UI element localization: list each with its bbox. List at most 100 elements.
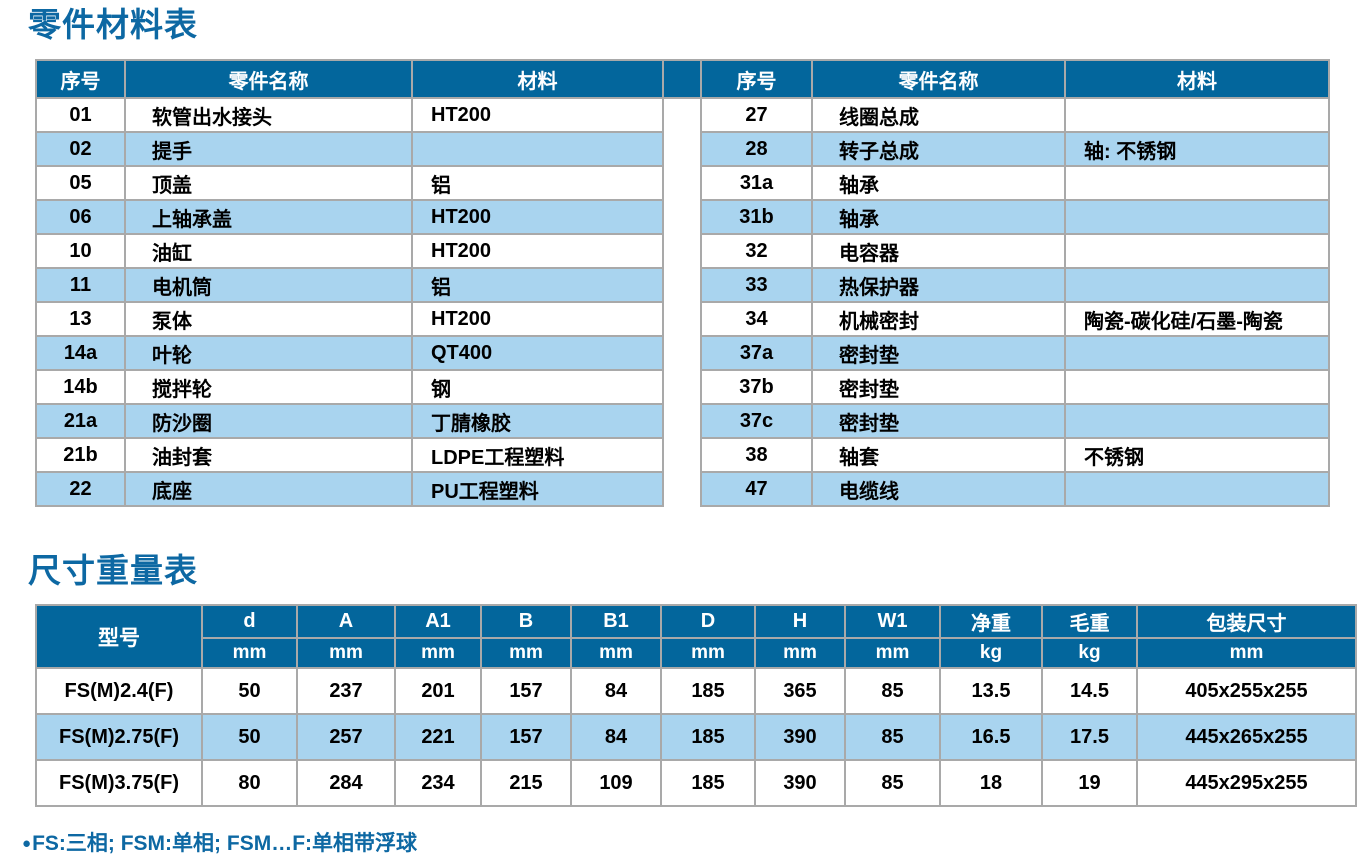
- cell-part-material: LDPE工程塑料: [411, 437, 664, 473]
- cell-part-name: 泵体: [124, 301, 413, 337]
- cell-part-no: 27: [700, 97, 813, 133]
- cell-part-material: [1064, 335, 1330, 371]
- cell-value: 109: [570, 759, 662, 807]
- cell-part-material: [1064, 233, 1330, 269]
- cell-part-no: 14b: [35, 369, 126, 405]
- cell-part-no: 21a: [35, 403, 126, 439]
- cell-part-name: 电机筒: [124, 267, 413, 303]
- cell-part-name: 软管出水接头: [124, 97, 413, 133]
- table-row: FS(M)3.75(F) 80 284 234 215 109 185 390 …: [35, 759, 1357, 807]
- cell-part-name: 密封垫: [811, 335, 1066, 371]
- cell-value: 14.5: [1041, 667, 1138, 715]
- cell-part-no: 22: [35, 471, 126, 507]
- cell-value: 85: [844, 759, 941, 807]
- cell-part-name: 上轴承盖: [124, 199, 413, 235]
- cell-part-material: [411, 131, 664, 167]
- cell-part-no: 28: [700, 131, 813, 167]
- cell-part-material: PU工程塑料: [411, 471, 664, 507]
- cell-part-name: 密封垫: [811, 369, 1066, 405]
- cell-value: 50: [201, 713, 298, 761]
- cell-model: FS(M)2.4(F): [35, 667, 203, 715]
- table-row: 10 油缸 HT200 32 电容器: [35, 233, 1330, 269]
- table-row: 05 顶盖 铝 31a 轴承: [35, 165, 1330, 201]
- spacer-cell: [663, 234, 701, 268]
- cell-part-material: 陶瓷-碳化硅/石墨-陶瓷: [1064, 301, 1330, 337]
- column-header-A: A: [296, 604, 396, 639]
- cell-part-no: 02: [35, 131, 126, 167]
- cell-value: 365: [754, 667, 846, 715]
- spacer-cell: [663, 472, 701, 506]
- table-row: 21b 油封套 LDPE工程塑料 38 轴套 不锈钢: [35, 437, 1330, 473]
- cell-value: 85: [844, 667, 941, 715]
- unit-cell: mm: [296, 637, 396, 669]
- table-row: 14a 叶轮 QT400 37a 密封垫: [35, 335, 1330, 371]
- spacer-cell: [663, 132, 701, 166]
- cell-value: 50: [201, 667, 298, 715]
- unit-cell: mm: [754, 637, 846, 669]
- cell-part-name: 叶轮: [124, 335, 413, 371]
- cell-part-no: 21b: [35, 437, 126, 473]
- cell-part-name: 线圈总成: [811, 97, 1066, 133]
- model-legend-text: FS:三相; FSM:单相; FSM…F:单相带浮球: [32, 832, 418, 855]
- cell-part-no: 31a: [700, 165, 813, 201]
- spacer-cell: [663, 438, 701, 472]
- cell-part-no: 47: [700, 471, 813, 507]
- cell-part-name: 油缸: [124, 233, 413, 269]
- cell-value: 257: [296, 713, 396, 761]
- parts-header-row: 序号 零件名称 材料 序号 零件名称 材料: [35, 59, 1330, 99]
- cell-part-material: QT400: [411, 335, 664, 371]
- parts-material-table: 序号 零件名称 材料 序号 零件名称 材料 01 软管出水接头 HT200 27…: [35, 59, 1330, 507]
- unit-cell: mm: [1136, 637, 1357, 669]
- column-header-material: 材料: [1064, 59, 1330, 99]
- cell-part-material: 铝: [411, 267, 664, 303]
- table-row: 01 软管出水接头 HT200 27 线圈总成: [35, 97, 1330, 133]
- cell-value: 234: [394, 759, 482, 807]
- cell-part-material: HT200: [411, 301, 664, 337]
- cell-value: 390: [754, 759, 846, 807]
- spacer-cell: [663, 404, 701, 438]
- parts-table-title: 零件材料表: [28, 6, 198, 43]
- unit-cell: mm: [570, 637, 662, 669]
- cell-part-no: 37c: [700, 403, 813, 439]
- cell-value: 185: [660, 713, 756, 761]
- table-row: 22 底座 PU工程塑料 47 电缆线: [35, 471, 1330, 507]
- cell-part-no: 32: [700, 233, 813, 269]
- column-header-net-weight: 净重: [939, 604, 1043, 639]
- spacer-cell: [663, 336, 701, 370]
- unit-cell: mm: [480, 637, 572, 669]
- spacer-cell: [663, 166, 701, 200]
- unit-cell: kg: [939, 637, 1043, 669]
- cell-part-name: 顶盖: [124, 165, 413, 201]
- cell-part-no: 05: [35, 165, 126, 201]
- cell-part-material: [1064, 403, 1330, 439]
- cell-value: 157: [480, 713, 572, 761]
- cell-part-material: [1064, 471, 1330, 507]
- dimensions-table-title: 尺寸重量表: [28, 552, 198, 589]
- cell-part-no: 01: [35, 97, 126, 133]
- cell-part-name: 轴承: [811, 199, 1066, 235]
- unit-cell: kg: [1041, 637, 1138, 669]
- column-header-no: 序号: [700, 59, 813, 99]
- unit-cell: mm: [844, 637, 941, 669]
- bullet-icon: ●: [22, 835, 32, 852]
- column-header-name: 零件名称: [811, 59, 1066, 99]
- cell-value: 84: [570, 713, 662, 761]
- cell-part-no: 34: [700, 301, 813, 337]
- spacer-cell: [663, 268, 701, 302]
- column-header-B1: B1: [570, 604, 662, 639]
- cell-part-material: [1064, 97, 1330, 133]
- cell-part-material: 钢: [411, 369, 664, 405]
- spacer-header-cell: [662, 59, 702, 99]
- cell-part-name: 转子总成: [811, 131, 1066, 167]
- cell-part-material: 轴: 不锈钢: [1064, 131, 1330, 167]
- column-header-B: B: [480, 604, 572, 639]
- column-header-no: 序号: [35, 59, 126, 99]
- dimension-weight-table: 型号 d A A1 B B1 D H W1 净重 毛重 包装尺寸 mm mm m…: [35, 604, 1357, 807]
- spacer-cell: [663, 370, 701, 404]
- cell-part-no: 13: [35, 301, 126, 337]
- cell-part-no: 37a: [700, 335, 813, 371]
- cell-part-name: 机械密封: [811, 301, 1066, 337]
- cell-value: 84: [570, 667, 662, 715]
- column-header-model: 型号: [35, 604, 203, 669]
- cell-part-no: 06: [35, 199, 126, 235]
